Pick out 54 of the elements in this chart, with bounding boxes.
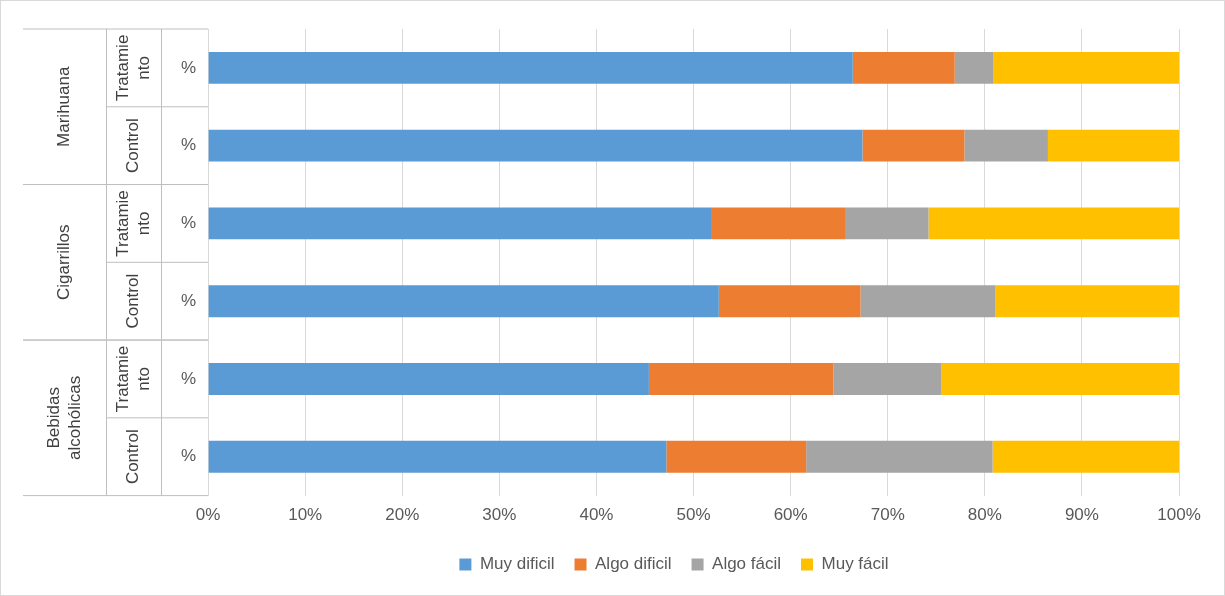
bar	[208, 285, 719, 318]
bar	[208, 51, 853, 84]
bar	[860, 285, 996, 318]
x-tick-label: 40%	[579, 505, 614, 525]
bar	[718, 285, 861, 318]
text: Bebidas alcohólicas	[43, 375, 84, 460]
bar	[208, 129, 863, 162]
y-tick-label: %	[180, 368, 197, 388]
bar	[852, 51, 955, 84]
text: Control	[123, 118, 143, 174]
bar	[806, 440, 993, 473]
x-tick-label: 20%	[385, 505, 420, 525]
bar	[648, 363, 834, 395]
x-tick-label: 80%	[967, 505, 1002, 525]
bar	[995, 285, 1179, 318]
x-tick-label: 30%	[482, 505, 517, 525]
text: Control	[123, 429, 143, 485]
bar	[208, 440, 667, 473]
bar	[833, 363, 942, 395]
x-tick-label: 60%	[773, 505, 808, 525]
y-tick-label: %	[180, 135, 197, 155]
text: Marihuana	[54, 66, 74, 147]
y-tick-label: %	[180, 213, 197, 233]
legend-label: Algo fácil	[712, 554, 782, 574]
x-tick-label: 10%	[288, 505, 323, 525]
x-tick-label: 50%	[676, 505, 711, 525]
y-tick-label: %	[180, 290, 197, 310]
y-tick-label: %	[180, 446, 197, 466]
bar	[954, 51, 994, 84]
text: Tratamiento	[112, 190, 153, 257]
bar	[845, 207, 929, 240]
x-tick-label: 70%	[870, 505, 905, 525]
x-tick-label: 0%	[195, 505, 221, 525]
x-tick-label: 100%	[1157, 505, 1201, 525]
bar	[208, 363, 649, 395]
bar	[1047, 129, 1179, 162]
bar	[862, 129, 965, 162]
x-tick-label: 90%	[1064, 505, 1099, 525]
legend-label: Muy fácil	[821, 554, 889, 574]
text: Tratamiento	[112, 345, 153, 413]
bar	[711, 207, 846, 240]
bar	[208, 207, 712, 240]
bar	[992, 440, 1179, 473]
text: Control	[123, 273, 143, 329]
legend-label: Muy dificil	[479, 554, 555, 574]
legend-label: Algo dificil	[595, 554, 672, 574]
bar	[928, 207, 1179, 240]
text: Cigarrillos	[54, 224, 74, 301]
bar	[993, 51, 1179, 84]
y-tick-label: %	[180, 57, 197, 77]
text: Tratamiento	[112, 34, 153, 102]
bar	[666, 440, 807, 473]
bar	[964, 129, 1048, 162]
bar	[941, 363, 1179, 395]
